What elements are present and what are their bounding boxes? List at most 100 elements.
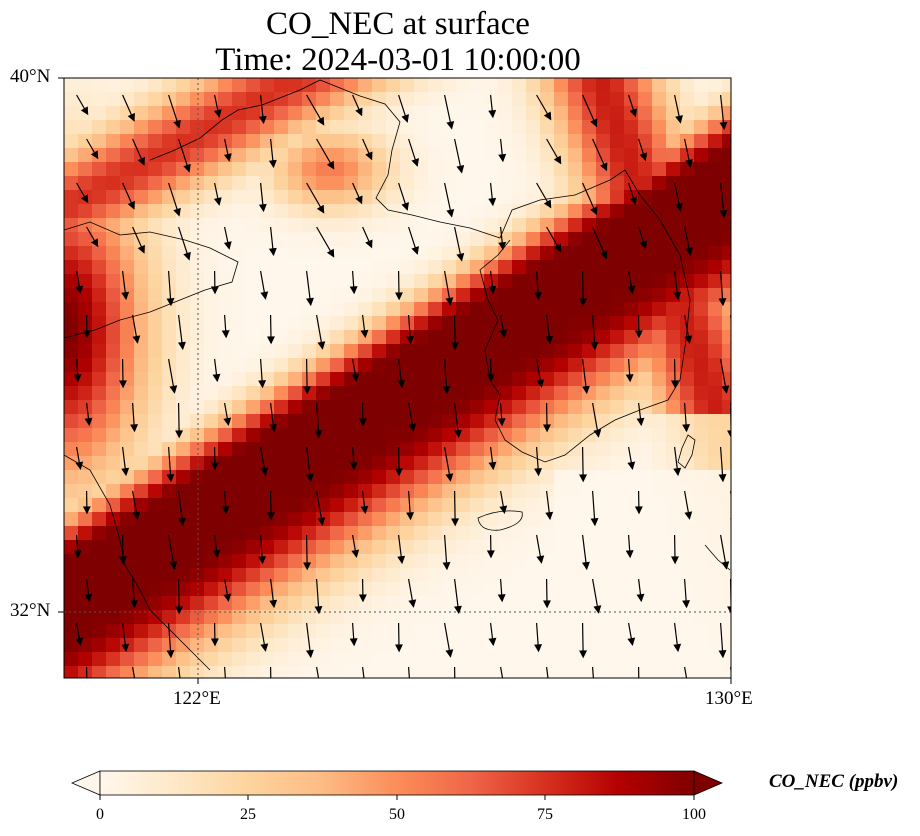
field-cell xyxy=(722,148,731,163)
field-cell xyxy=(64,204,79,219)
field-cell xyxy=(288,526,303,541)
field-cell xyxy=(344,148,359,163)
field-cell xyxy=(288,330,303,345)
wind-arrow-head xyxy=(90,150,99,160)
field-cell xyxy=(568,176,583,191)
field-cell xyxy=(638,652,653,667)
field-cell xyxy=(162,540,177,555)
field-cell xyxy=(708,624,723,639)
field-cell xyxy=(624,596,639,611)
field-cell xyxy=(498,134,513,149)
field-cell xyxy=(722,372,731,387)
field-cell xyxy=(204,302,219,317)
field-cell xyxy=(554,288,569,303)
field-cell xyxy=(302,442,317,457)
wind-arrow-head xyxy=(639,152,648,162)
field-cell xyxy=(582,204,597,219)
wind-arrow-head xyxy=(543,199,552,209)
field-cell xyxy=(638,512,653,527)
field-cell xyxy=(428,428,443,443)
field-cell xyxy=(386,428,401,443)
field-cell xyxy=(134,386,149,401)
field-cell xyxy=(694,652,709,667)
field-cell xyxy=(78,78,93,93)
field-cell xyxy=(232,456,247,471)
field-cell xyxy=(694,78,709,93)
field-cell xyxy=(624,204,639,219)
field-cell xyxy=(666,246,681,261)
field-cell xyxy=(610,134,625,149)
field-cell xyxy=(92,568,107,583)
field-cell xyxy=(134,190,149,205)
field-cell xyxy=(134,358,149,373)
field-cell xyxy=(442,568,457,583)
field-cell xyxy=(218,78,233,93)
field-cell xyxy=(274,638,289,653)
field-cell xyxy=(92,106,107,121)
field-cell xyxy=(484,386,499,401)
field-cell xyxy=(274,610,289,625)
field-cell xyxy=(260,260,275,275)
field-cell xyxy=(400,386,415,401)
field-cell xyxy=(428,176,443,191)
field-cell xyxy=(288,400,303,415)
field-cell xyxy=(708,162,723,177)
field-cell xyxy=(218,610,233,625)
field-cell xyxy=(540,78,555,93)
field-cell xyxy=(120,666,135,678)
field-cell xyxy=(400,78,415,93)
field-cell xyxy=(190,302,205,317)
wind-arrow xyxy=(453,666,456,678)
wind-arrow-head xyxy=(132,335,141,344)
field-cell xyxy=(190,624,205,639)
field-cell xyxy=(288,176,303,191)
wind-arrow-head xyxy=(351,373,360,382)
wind-arrow-head xyxy=(80,194,89,204)
wind-arrow-head xyxy=(546,688,552,694)
field-cell xyxy=(526,162,541,177)
field-cell xyxy=(680,134,695,149)
field-cell xyxy=(456,344,471,359)
field-cell xyxy=(288,540,303,555)
field-cell xyxy=(316,260,331,275)
field-cell xyxy=(204,246,219,261)
field-cell xyxy=(596,190,611,205)
field-cell xyxy=(526,134,541,149)
field-cell xyxy=(694,484,709,499)
field-cell xyxy=(722,498,731,513)
field-cell xyxy=(246,162,261,177)
field-cell xyxy=(470,120,485,135)
field-cell xyxy=(694,512,709,527)
field-cell xyxy=(246,484,261,499)
field-cell xyxy=(428,190,443,205)
field-cell xyxy=(92,288,107,303)
field-cell xyxy=(428,414,443,429)
field-cell xyxy=(372,232,387,247)
field-cell xyxy=(512,554,527,569)
field-cell xyxy=(568,484,583,499)
field-cell xyxy=(624,442,639,457)
field-cell xyxy=(204,428,219,443)
field-cell xyxy=(694,400,709,415)
field-cell xyxy=(358,274,373,289)
field-cell xyxy=(708,232,723,247)
wind-arrow-head xyxy=(446,208,455,218)
field-cell xyxy=(344,330,359,345)
field-cell xyxy=(148,512,163,527)
field-cell xyxy=(498,120,513,135)
wind-arrow-head xyxy=(223,417,232,426)
field-cell xyxy=(526,568,541,583)
map-frame xyxy=(63,77,732,679)
field-cell xyxy=(540,288,555,303)
field-cell xyxy=(708,344,723,359)
field-cell xyxy=(638,176,653,191)
field-cell xyxy=(568,540,583,555)
field-cell xyxy=(526,330,541,345)
field-cell xyxy=(610,638,625,653)
field-cell xyxy=(64,344,79,359)
field-cell xyxy=(568,274,583,289)
field-cell xyxy=(526,652,541,667)
wind-arrow-head xyxy=(213,109,222,118)
field-cell xyxy=(610,344,625,359)
field-cell xyxy=(610,456,625,471)
